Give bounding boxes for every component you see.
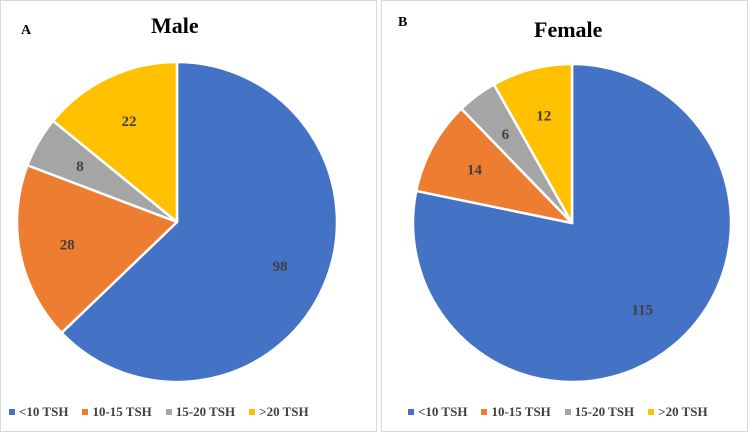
legend-item: 10-15 TSH (82, 404, 152, 420)
data-label: 115 (631, 302, 653, 318)
legend-male: <10 TSH 10-15 TSH 15-20 TSH >20 TSH (9, 404, 323, 420)
legend-female: <10 TSH 10-15 TSH 15-20 TSH >20 TSH (408, 404, 722, 420)
legend-item: <10 TSH (408, 404, 467, 420)
panel-label: A (21, 23, 32, 38)
legend-label: <10 TSH (418, 404, 468, 419)
data-label: 12 (536, 108, 551, 124)
chart-panel-male: A Male 98 28 8 22 <10 TSH 10-15 TSH 15-20 TSH… (0, 0, 377, 432)
legend-swatch (481, 409, 488, 415)
pie-chart-male: 98 28 8 22 (15, 60, 339, 384)
chart-panel-female: B Female 115 14 6 12 <10 TSH 10-15 TSH 15-20 … (381, 0, 748, 432)
panel-label: B (398, 15, 408, 30)
data-label: 28 (60, 237, 75, 253)
data-label: 8 (76, 159, 84, 175)
legend-label: >20 TSH (259, 404, 309, 419)
legend-swatch (9, 409, 15, 415)
legend-swatch (165, 409, 172, 415)
pie-slice-20-tsh (51, 60, 179, 224)
legend-item: >20 TSH (249, 404, 309, 420)
legend-label: <10 TSH (19, 404, 69, 419)
legend-item: >20 TSH (648, 404, 708, 420)
legend-item: 15-20 TSH (165, 404, 236, 420)
chart-title: Female (534, 17, 603, 42)
pie-slice-20-tsh (492, 62, 574, 225)
legend-swatch (408, 409, 414, 415)
legend-label: 15-20 TSH (175, 404, 236, 419)
chart-title: Male (151, 13, 199, 38)
data-label: 14 (467, 162, 483, 178)
legend-swatch (82, 409, 89, 415)
legend-item: <10 TSH (9, 404, 68, 420)
data-label: 98 (273, 259, 288, 275)
legend-item: 10-15 TSH (481, 404, 551, 420)
legend-label: 10-15 TSH (92, 404, 152, 419)
pie-slice-10-15-tsh (415, 107, 574, 225)
pie-slice-10-tsh (60, 60, 339, 384)
data-label: 22 (121, 114, 136, 130)
legend-swatch (249, 409, 256, 415)
legend-swatch (648, 409, 655, 415)
legend-label: >20 TSH (658, 404, 708, 419)
legend-item: 15-20 TSH (564, 404, 635, 420)
data-label: 6 (502, 127, 510, 143)
pie-chart-female: 115 14 6 12 (411, 62, 733, 384)
legend-swatch (564, 409, 571, 415)
legend-label: 10-15 TSH (491, 404, 551, 419)
legend-label: 15-20 TSH (574, 404, 635, 419)
